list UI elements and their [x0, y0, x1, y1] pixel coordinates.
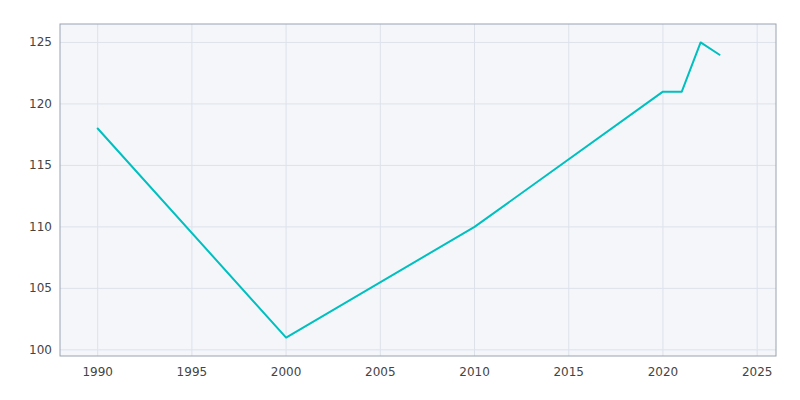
x-grid-line [757, 24, 758, 356]
axes: 1990 1995 2000 2005 2010 2015 2020 2025 100 105 11… [29, 35, 772, 379]
plot-frame [60, 24, 776, 356]
x-grid-line [568, 24, 569, 356]
chart-container: 1990 1995 2000 2005 2010 2015 2020 2025 100 105 11… [0, 0, 800, 400]
data-layer [98, 42, 720, 337]
x-grid-line [662, 24, 663, 356]
x-tick-label: 2020 [648, 365, 679, 379]
y-tick-label: 125 [29, 35, 52, 49]
line [98, 42, 720, 337]
x-tick-label: 2010 [459, 365, 490, 379]
x-grid-line [380, 24, 381, 356]
y-tick-label: 115 [29, 158, 52, 172]
x-grid-line [97, 24, 98, 356]
x-tick-label: 2015 [553, 365, 584, 379]
y-grid-line [60, 226, 776, 227]
x-tick-label: 1995 [177, 365, 208, 379]
y-grid-line [60, 288, 776, 289]
chart: 1990 1995 2000 2005 2010 2015 2020 2025 100 105 11… [0, 0, 800, 400]
y-tick-label: 105 [29, 281, 52, 295]
x-tick-label: 2005 [365, 365, 396, 379]
y-grid-line [60, 42, 776, 43]
y-grid-line [60, 165, 776, 166]
grid [60, 24, 776, 356]
y-grid-line [60, 349, 776, 350]
y-tick-label: 110 [29, 220, 52, 234]
x-grid-line [474, 24, 475, 356]
plot-area [60, 24, 776, 356]
x-grid-line [191, 24, 192, 356]
y-grid-line [60, 103, 776, 104]
x-grid-line [286, 24, 287, 356]
page: {"chart_data": {"type": "line", "x": [19… [0, 0, 800, 400]
x-tick-label: 2025 [742, 365, 773, 379]
x-tick-label: 1990 [82, 365, 113, 379]
y-tick-label: 100 [29, 343, 52, 357]
x-tick-label: 2000 [271, 365, 302, 379]
y-tick-label: 120 [29, 97, 52, 111]
